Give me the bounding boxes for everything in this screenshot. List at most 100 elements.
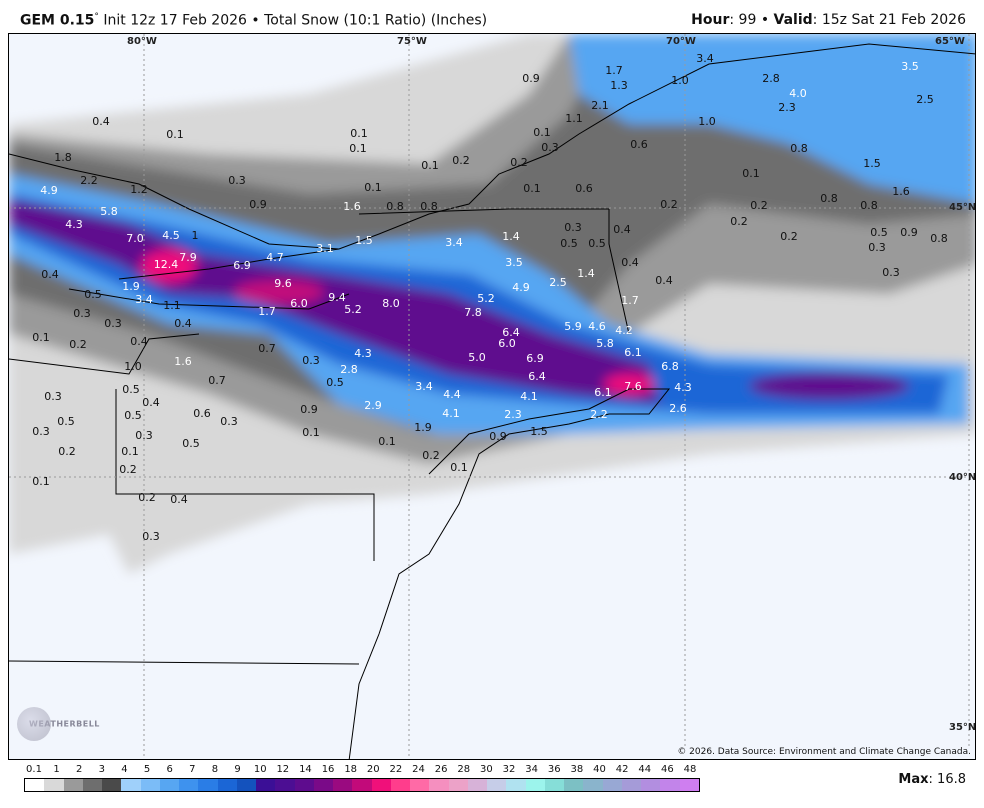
legend-swatch xyxy=(275,779,295,791)
snow-total-label: 0.5 xyxy=(588,237,606,250)
valid-time: 15z Sat 21 Feb 2026 xyxy=(821,12,966,28)
snow-total-label: 1.7 xyxy=(605,64,623,77)
snow-total-label: 2.8 xyxy=(762,72,780,85)
snow-total-label: 1.1 xyxy=(565,112,583,125)
snow-total-label: 1 xyxy=(191,229,199,242)
legend-swatch xyxy=(679,779,699,791)
snow-total-label: 0.2 xyxy=(69,338,87,351)
legend-tick: 18 xyxy=(344,764,358,775)
snow-total-label: 4.1 xyxy=(520,390,538,403)
snow-total-label: 1.7 xyxy=(258,305,276,318)
snow-total-label: 1.6 xyxy=(343,200,361,213)
legend-swatch xyxy=(82,779,102,791)
snow-total-label: 0.2 xyxy=(138,491,156,504)
copyright: © 2026. Data Source: Environment and Cli… xyxy=(675,747,973,757)
legend-swatch xyxy=(294,779,314,791)
max-value: Max: 16.8 xyxy=(898,772,966,787)
snow-total-label: 1.5 xyxy=(863,157,881,170)
snow-total-label: 6.1 xyxy=(624,346,642,359)
legend-swatch xyxy=(179,779,199,791)
snow-total-label: 0.3 xyxy=(564,221,582,234)
legend-swatch xyxy=(429,779,449,791)
snow-total-label: 1.0 xyxy=(671,74,689,87)
legend-tick: 16 xyxy=(321,764,335,775)
snow-total-label: 1.5 xyxy=(355,234,373,247)
snow-total-label: 0.4 xyxy=(621,256,639,269)
snow-total-label: 6.1 xyxy=(594,386,612,399)
snow-total-label: 5.2 xyxy=(344,303,362,316)
snow-total-label: 1.4 xyxy=(502,230,520,243)
snow-total-label: 4.6 xyxy=(588,320,606,333)
snow-total-label: 1.0 xyxy=(698,115,716,128)
legend-swatch xyxy=(217,779,237,791)
weatherbell-logo: WEATHERBELL xyxy=(17,707,100,741)
snow-total-label: 4.3 xyxy=(354,347,372,360)
snow-total-label: 5.9 xyxy=(564,320,582,333)
map-title: GEM 0.15° Init 12z 17 Feb 2026 • Total S… xyxy=(20,12,487,29)
legend-tick: 14 xyxy=(299,764,312,775)
snow-total-label: 1.5 xyxy=(530,425,548,438)
snow-total-label: 4.9 xyxy=(40,184,58,197)
legend-swatch xyxy=(544,779,564,791)
snow-total-label: 2.3 xyxy=(504,408,522,421)
snow-total-label: 3.4 xyxy=(445,236,463,249)
snow-total-label: 0.2 xyxy=(780,230,798,243)
legend-swatch xyxy=(525,779,545,791)
snow-total-label: 9.6 xyxy=(274,277,292,290)
snow-total-label: 0.5 xyxy=(326,376,344,389)
snow-total-label: 1.2 xyxy=(130,183,148,196)
snow-total-label: 0.1 xyxy=(523,182,541,195)
hour-label: Hour xyxy=(691,12,730,28)
legend-swatch xyxy=(487,779,507,791)
snow-total-label: 0.6 xyxy=(193,407,211,420)
snow-total-label: 7.8 xyxy=(464,306,482,319)
snow-total-label: 0.6 xyxy=(575,182,593,195)
snow-total-label: 0.2 xyxy=(730,215,748,228)
snow-total-label: 4.1 xyxy=(442,407,460,420)
snow-total-label: 1.6 xyxy=(892,185,910,198)
legend-tick: 36 xyxy=(547,764,561,775)
snow-total-label: 7.0 xyxy=(126,232,144,245)
snow-total-label: 0.8 xyxy=(790,142,808,155)
snow-total-label: 0.2 xyxy=(510,156,528,169)
snow-total-label: 2.5 xyxy=(916,93,934,106)
legend-swatch xyxy=(25,779,45,791)
max-core-west xyxy=(141,250,197,282)
max-number: 16.8 xyxy=(937,772,966,787)
snow-total-label: 6.4 xyxy=(502,326,520,339)
snow-total-label: 3.5 xyxy=(901,60,919,73)
legend-tick: 48 xyxy=(683,764,697,775)
legend-ticks: 0.1 1 2 3 4 5 6 7 8 9 10 12 14 16 18 20 22 24 26 28 30 32 34 36… xyxy=(24,764,700,778)
lon-label: 80°W xyxy=(127,36,157,47)
snow-total-label: 5.0 xyxy=(468,351,486,364)
snowfall-shading xyxy=(9,34,975,759)
legend-swatch xyxy=(390,779,410,791)
legend-swatch xyxy=(198,779,218,791)
legend-tick: 9 xyxy=(234,764,241,775)
snow-total-label: 0.5 xyxy=(122,383,140,396)
snow-total-label: 0.1 xyxy=(742,167,760,180)
legend-tick: 28 xyxy=(457,764,471,775)
snow-total-label: 12.4 xyxy=(153,258,179,271)
legend-tick: 1 xyxy=(53,764,60,775)
snow-total-label: 0.2 xyxy=(58,445,76,458)
snow-total-label: 0.3 xyxy=(44,390,62,403)
snow-total-label: 0.4 xyxy=(142,396,160,409)
snow-total-label: 0.5 xyxy=(124,409,142,422)
snow-total-label: 0.6 xyxy=(630,138,648,151)
snow-total-label: 0.3 xyxy=(228,174,246,187)
lat-label: 45°N xyxy=(949,202,976,213)
snow-total-label: 0.3 xyxy=(541,141,559,154)
legend-tick: 22 xyxy=(389,764,403,775)
snow-total-label: 2.9 xyxy=(364,399,382,412)
lon-label: 65°W xyxy=(935,36,965,47)
snow-total-label: 0.9 xyxy=(249,198,267,211)
snow-total-label: 4.7 xyxy=(266,251,284,264)
snow-total-label: 0.4 xyxy=(613,223,631,236)
color-legend xyxy=(24,778,700,792)
snow-total-label: 0.1 xyxy=(32,331,50,344)
snow-total-label: 0.1 xyxy=(421,159,439,172)
snow-total-label: 1.6 xyxy=(174,355,192,368)
legend-tick: 46 xyxy=(661,764,674,775)
snow-total-label: 4.5 xyxy=(162,229,180,242)
